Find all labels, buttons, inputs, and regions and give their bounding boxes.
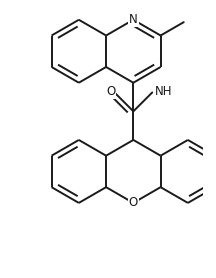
Text: NH: NH: [155, 85, 173, 98]
Text: O: O: [129, 196, 138, 209]
Text: N: N: [129, 13, 138, 26]
Text: O: O: [106, 85, 115, 98]
